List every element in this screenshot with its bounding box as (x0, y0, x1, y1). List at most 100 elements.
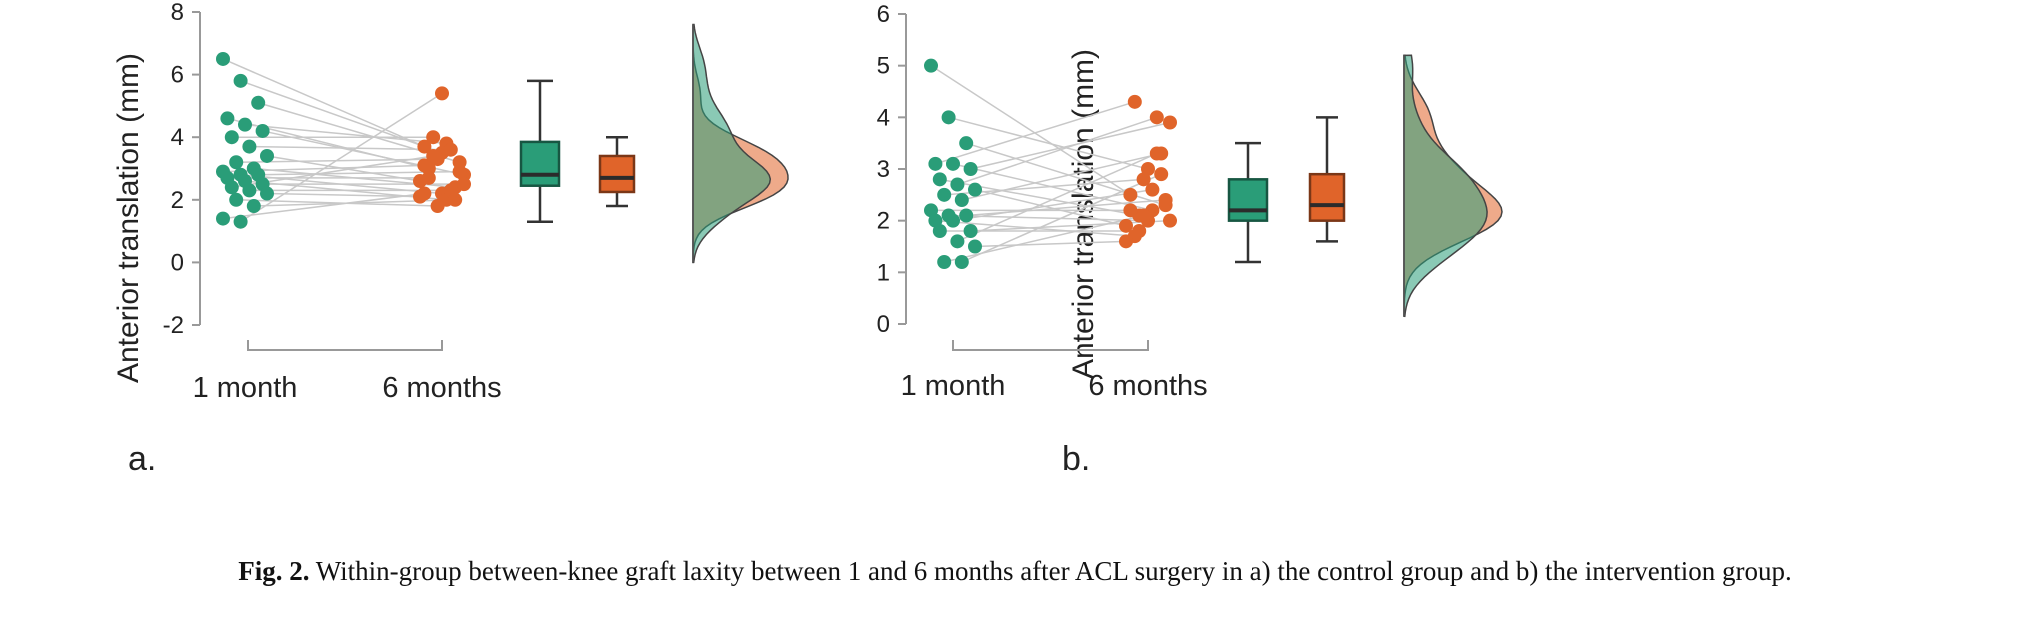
caption-label: Fig. 2. (238, 556, 310, 586)
y-tick-label: 0 (877, 311, 890, 338)
pair-line (935, 219, 1135, 237)
density-1-month (1403, 54, 1488, 318)
x-axis-bracket (247, 340, 443, 351)
point-6-months (1119, 234, 1133, 249)
point-6-months (457, 177, 471, 192)
panel-label: b. (1062, 440, 1090, 478)
point-1-month (255, 123, 270, 138)
box-6-months (598, 154, 636, 194)
point-1-month (238, 117, 252, 132)
point-1-month (968, 239, 982, 254)
point-6-months (1123, 203, 1138, 218)
y-tick-label: 4 (171, 124, 184, 151)
point-6-months (448, 192, 463, 207)
pair-line (957, 152, 1158, 243)
pair-line (222, 58, 425, 148)
pair-line (244, 123, 447, 145)
y-tick-label: 1 (877, 259, 890, 286)
figure-caption: Fig. 2. Within-group between-knee graft … (0, 556, 2030, 587)
point-6-months (1136, 208, 1151, 223)
point-6-months (426, 148, 441, 163)
point-6-months (435, 86, 449, 101)
point-1-month (216, 211, 230, 226)
pair-line (970, 219, 1171, 232)
x-tick-label: 6 months (1088, 370, 1207, 402)
point-6-months (417, 139, 432, 154)
pair-line (240, 92, 443, 223)
x-tick-label: 1 month (193, 372, 298, 404)
y-tick-label: 2 (171, 187, 184, 214)
point-1-month (251, 95, 266, 110)
box-1-month (1227, 178, 1269, 222)
point-6-months (1158, 193, 1173, 207)
y-tick-label: 6 (877, 1, 890, 28)
y-tick-label: 0 (171, 249, 184, 276)
point-1-month (928, 156, 943, 171)
point-6-months (417, 186, 432, 201)
point-1-month (963, 162, 978, 176)
point-6-months (1163, 213, 1177, 228)
point-1-month (937, 187, 952, 202)
x-tick-label: 6 months (382, 372, 501, 404)
point-6-months (1132, 224, 1147, 238)
y-tick-label: 6 (171, 62, 184, 89)
point-6-months (1127, 94, 1142, 109)
point-1-month (968, 182, 982, 197)
point-1-month (260, 186, 274, 201)
y-tick-label: 2 (877, 208, 890, 235)
caption-text: Within-group between-knee graft laxity b… (315, 556, 1792, 586)
y-tick-label: 8 (171, 0, 184, 26)
point-6-months (1149, 146, 1164, 161)
point-1-month (950, 234, 965, 249)
point-1-month (224, 130, 239, 145)
x-tick-label: 1 month (901, 370, 1006, 402)
point-6-months (452, 164, 467, 179)
y-axis-label: Anterior translation (mm) (112, 53, 145, 383)
point-1-month (220, 111, 235, 126)
pair-line (948, 116, 1149, 170)
x-axis-bracket (952, 340, 1149, 351)
point-6-months (1154, 167, 1169, 182)
pair-line (935, 101, 1136, 165)
point-1-month (950, 177, 965, 192)
point-1-month (233, 73, 248, 88)
point-1-month (216, 51, 230, 66)
pair-line (974, 188, 1127, 227)
point-1-month (946, 213, 960, 228)
point-6-months (421, 170, 436, 185)
point-6-months (1123, 187, 1138, 202)
density-1-month (692, 23, 772, 264)
point-1-month (224, 180, 239, 195)
point-1-month (246, 199, 261, 214)
point-1-month (233, 214, 248, 229)
point-6-months (417, 158, 432, 173)
point-1-month (260, 148, 274, 163)
point-1-month (229, 192, 244, 207)
pair-line (222, 192, 425, 220)
point-1-month (941, 110, 956, 125)
point-1-month (932, 224, 947, 238)
panel-a: Anterior translation (mm) a. -2 0 2 4 6 8 1 mo… (112, 0, 789, 478)
pair-line (957, 116, 1158, 186)
point-1-month (242, 183, 257, 198)
point-6-months (430, 199, 445, 214)
point-6-months (443, 142, 458, 157)
point-1-month (963, 224, 978, 238)
point-6-months (1136, 172, 1151, 187)
point-1-month (959, 136, 974, 151)
point-6-months (1149, 110, 1164, 125)
pair-line (944, 214, 1144, 263)
pair-line (249, 145, 451, 151)
y-tick-label: 4 (877, 104, 890, 131)
point-1-month (229, 155, 244, 170)
point-6-months (1163, 115, 1177, 130)
point-1-month (946, 156, 960, 171)
box-6-months (1308, 172, 1346, 222)
point-1-month (937, 255, 952, 269)
point-1-month (954, 193, 969, 207)
point-1-month (954, 255, 969, 269)
pair-line (266, 192, 421, 198)
pair-line (961, 152, 1162, 201)
